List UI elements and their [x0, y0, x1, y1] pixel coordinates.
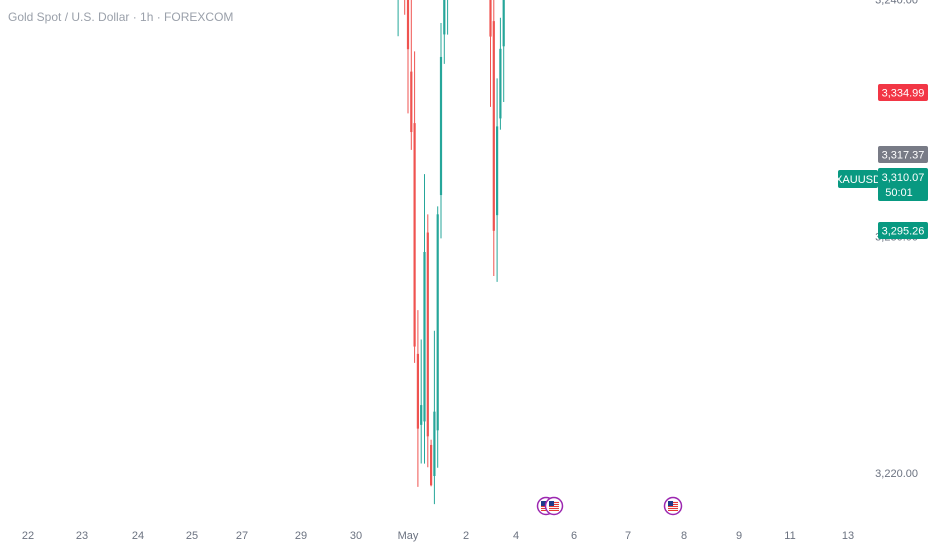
current-price-label: 3,310.07	[882, 172, 925, 184]
x-tick-label: 27	[236, 530, 248, 542]
candle	[436, 206, 439, 468]
candle	[502, 0, 505, 102]
candle	[426, 214, 429, 468]
candle	[433, 330, 436, 505]
stop-price-label: 3,334.99	[882, 88, 925, 100]
symbol-tag[interactable]	[838, 170, 878, 188]
x-tick-label: 30	[350, 530, 362, 542]
flag-icon[interactable]	[663, 496, 683, 516]
candle	[499, 17, 502, 130]
x-tick-label: 6	[571, 530, 577, 542]
symbol-label: XAUUSD	[835, 174, 881, 186]
candle	[430, 439, 433, 487]
candle	[416, 310, 419, 487]
flag-icon[interactable]	[544, 496, 564, 516]
current-price-tag	[878, 168, 928, 201]
target-price-tag	[878, 222, 928, 239]
chart-title: Gold Spot / U.S. Dollar · 1h · FOREXCOM	[8, 10, 234, 24]
candle	[496, 78, 499, 282]
candle	[404, 0, 406, 15]
x-tick-label: 11	[784, 530, 795, 542]
countdown-label: 50:01	[885, 187, 913, 199]
y-tick-label: 3,220.00	[875, 468, 918, 480]
candle	[489, 0, 492, 107]
x-tick-label: 9	[736, 530, 742, 542]
x-tick-label: 13	[842, 530, 854, 542]
candle	[423, 174, 426, 464]
candle	[492, 0, 495, 276]
x-tick-label: 22	[22, 530, 34, 542]
x-tick-label: 25	[186, 530, 198, 542]
candle	[420, 339, 423, 464]
y-tick-label: 3,240.00	[875, 0, 918, 7]
x-tick-label: 8	[681, 530, 687, 542]
x-tick-label: 24	[132, 530, 144, 542]
x-tick-label: May	[398, 530, 419, 542]
x-tick-label: 23	[76, 530, 88, 542]
candle	[406, 0, 410, 114]
entry-price-label: 3,317.37	[882, 150, 925, 162]
candle	[443, 0, 446, 64]
candle	[397, 0, 399, 37]
x-tick-label: 29	[295, 530, 307, 542]
entry-price-tag	[878, 146, 928, 163]
x-tick-label: 2	[463, 530, 469, 542]
candle	[447, 0, 449, 35]
candle	[439, 23, 443, 239]
x-tick-label: 4	[513, 530, 519, 542]
candle	[413, 51, 416, 363]
target-price-label: 3,295.26	[882, 226, 925, 238]
candle	[410, 0, 413, 150]
x-tick-label: 7	[625, 530, 631, 542]
stop-price-tag	[878, 84, 928, 101]
